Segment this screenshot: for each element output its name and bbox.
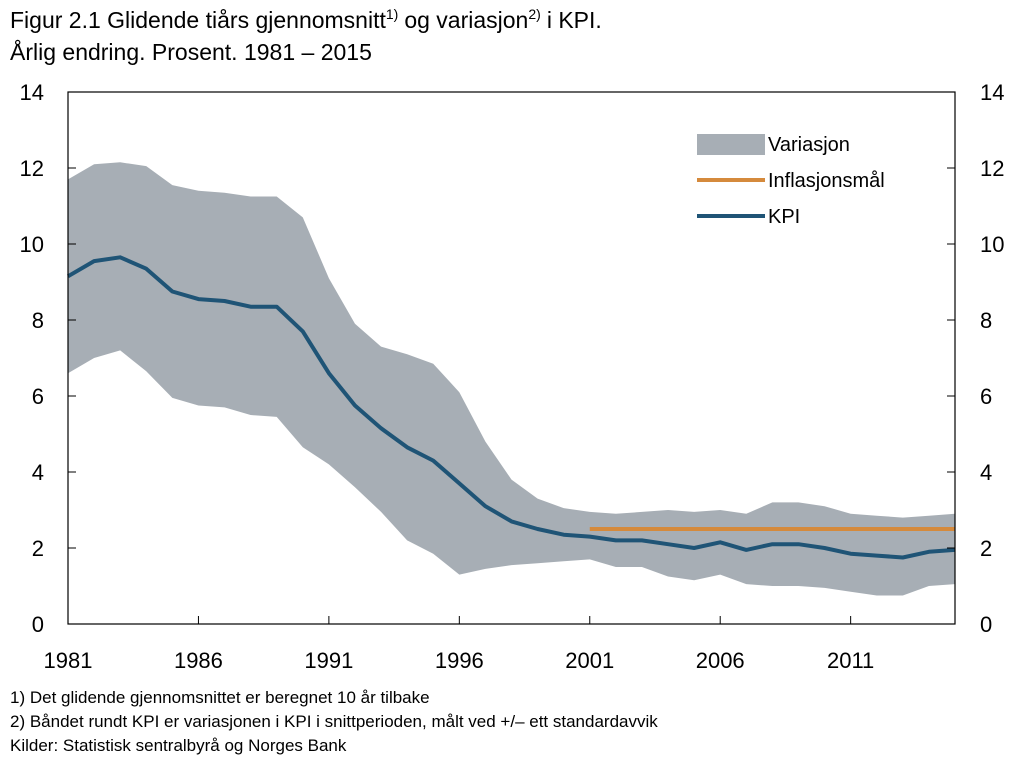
y-tick-label: 8 <box>32 308 44 333</box>
y2-tick-label: 8 <box>980 308 992 333</box>
y-tick-label: 12 <box>20 156 44 181</box>
x-tick-label: 1981 <box>44 648 93 673</box>
title-sup: 2) <box>528 6 540 22</box>
footnote: 1) Det glidende gjennomsnittet er beregn… <box>10 688 430 707</box>
legend-label: Variasjon <box>768 134 850 156</box>
y-tick-label: 6 <box>32 384 44 409</box>
y-tick-label: 14 <box>20 80 44 105</box>
plot-frame <box>67 91 956 625</box>
x-tick-label: 1986 <box>174 648 223 673</box>
x-tick-label: 2006 <box>696 648 745 673</box>
chart-subtitle: Årlig endring. Prosent. 1981 – 2015 <box>10 38 372 65</box>
title-part: og variasjon <box>404 7 528 33</box>
footnote: 2) Båndet rundt KPI er variasjonen i KPI… <box>10 712 658 731</box>
title-sup: 1) <box>386 6 398 22</box>
y-tick-label: 4 <box>32 460 44 485</box>
series-line <box>66 255 956 560</box>
footnote: Kilder: Statistisk sentralbyrå og Norges… <box>10 736 347 755</box>
x-tick-label: 2011 <box>827 648 874 673</box>
y-tick-label: 0 <box>32 612 44 637</box>
x-tick-label: 1996 <box>435 648 484 673</box>
title-part: Figur 2.1 Glidende tiårs gjennomsnitt <box>10 7 386 33</box>
legend-swatch <box>697 134 765 155</box>
y-tick-label: 10 <box>20 232 44 257</box>
y2-tick-label: 2 <box>980 536 992 561</box>
chart-title: Figur 2.1 Glidende tiårs gjennomsnitt1) o… <box>10 6 602 33</box>
y2-tick-label: 0 <box>980 612 992 637</box>
x-tick-label: 2001 <box>565 648 614 673</box>
variance-band <box>68 162 955 596</box>
legend-label: Inflasjonsmål <box>768 170 885 192</box>
y2-tick-label: 12 <box>980 156 1004 181</box>
y2-tick-label: 4 <box>980 460 992 485</box>
y-tick-label: 2 <box>32 536 44 561</box>
title-part: i KPI. <box>547 7 602 33</box>
legend-label: KPI <box>768 206 800 228</box>
x-tick-label: 1991 <box>304 648 353 673</box>
y2-tick-label: 10 <box>980 232 1004 257</box>
y2-tick-label: 14 <box>980 80 1004 105</box>
y2-tick-label: 6 <box>980 384 992 409</box>
